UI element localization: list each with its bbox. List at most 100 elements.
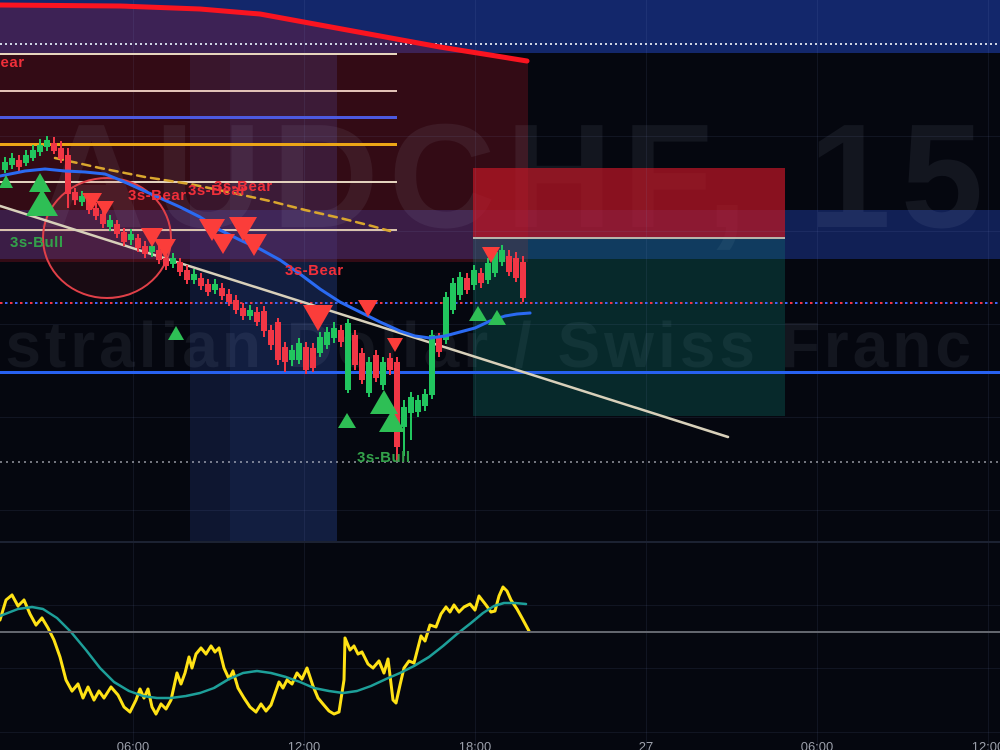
candle-body xyxy=(191,274,197,280)
candle-body xyxy=(254,312,260,322)
candle-body xyxy=(177,262,183,272)
candle-body xyxy=(37,145,43,152)
grid-hline xyxy=(0,417,1000,418)
ellipse-drawing[interactable] xyxy=(42,177,172,299)
oscillator-fast-line xyxy=(0,585,531,716)
buy-triangle-icon xyxy=(469,305,487,321)
candle-body xyxy=(247,310,253,316)
candle-body xyxy=(478,273,484,283)
candle-body xyxy=(373,355,379,378)
level-line[interactable] xyxy=(0,116,397,119)
signal-label-bear: 3s-Bear xyxy=(285,262,344,279)
candle-body xyxy=(2,162,8,170)
candle-body xyxy=(310,348,316,368)
candle-body xyxy=(163,258,169,266)
grid-hline xyxy=(0,136,1000,137)
grid-vline xyxy=(133,0,134,750)
buy-triangle-icon xyxy=(338,412,356,428)
candle-body xyxy=(443,297,449,340)
level-line[interactable] xyxy=(0,181,397,183)
time-axis-label: 12:00 xyxy=(287,739,321,750)
candle-body xyxy=(135,238,141,248)
candle-body xyxy=(380,362,386,385)
time-axis-label: 12:00 xyxy=(971,739,1000,750)
candle-body xyxy=(9,158,15,165)
candle-body xyxy=(499,250,505,262)
candle-wick xyxy=(410,392,412,440)
current-price-line[interactable] xyxy=(0,302,1000,304)
candle-body xyxy=(170,258,176,264)
candle-body xyxy=(233,300,239,310)
support-line-blue[interactable] xyxy=(0,371,1000,374)
candle-body xyxy=(30,150,36,158)
pane-divider[interactable] xyxy=(0,541,1000,543)
candle-body xyxy=(415,400,421,412)
buy-triangle-icon xyxy=(379,410,405,432)
grid-hline xyxy=(0,324,1000,325)
oscillator-zero-line xyxy=(0,631,1000,633)
time-axis-label: 18:00 xyxy=(458,739,492,750)
level-line[interactable] xyxy=(0,143,397,146)
signal-label-bear: 3s-Bear xyxy=(214,178,273,195)
dotted-level-line[interactable] xyxy=(0,461,1000,463)
candle-body xyxy=(142,246,148,254)
level-line[interactable] xyxy=(0,90,397,92)
time-axis-label: 27 xyxy=(638,739,654,750)
entry-price-line[interactable] xyxy=(473,237,785,239)
candle-body xyxy=(198,278,204,286)
candle-body xyxy=(282,347,288,362)
grid-vline xyxy=(817,0,818,750)
signal-label-bear: 3s-Bear xyxy=(0,54,25,71)
candle-body xyxy=(457,277,463,295)
candle-body xyxy=(23,155,29,163)
sell-triangle-icon xyxy=(358,299,378,317)
candle-body xyxy=(506,256,512,272)
dotted-alert-line[interactable] xyxy=(0,43,1000,45)
candle-body xyxy=(429,335,435,395)
sell-triangle-icon xyxy=(96,200,114,216)
blue-ma-line xyxy=(0,167,532,340)
oscillator-slow-line xyxy=(0,601,528,700)
candle-body xyxy=(149,246,155,252)
candle-body xyxy=(226,294,232,302)
buy-triangle-icon xyxy=(488,309,506,325)
candle-body xyxy=(205,284,211,292)
candle-body xyxy=(408,397,414,413)
trend-line xyxy=(0,204,730,439)
risk-box[interactable] xyxy=(473,168,785,238)
candle-body xyxy=(513,258,519,278)
candle-body xyxy=(72,192,78,200)
grid-vline xyxy=(304,0,305,750)
candle-body xyxy=(240,308,246,316)
signal-label-bear: 3s-Bear xyxy=(128,187,187,204)
candle-body xyxy=(352,335,358,365)
candle-body xyxy=(359,353,365,380)
time-axis-label: 06:00 xyxy=(116,739,150,750)
candle-body xyxy=(366,362,372,393)
candle-body xyxy=(121,232,127,242)
candle-body xyxy=(422,394,428,406)
buy-triangle-icon xyxy=(26,188,58,216)
candle-body xyxy=(51,143,57,151)
candle-body xyxy=(324,332,330,345)
grid-vline xyxy=(646,0,647,750)
candle-body xyxy=(275,322,281,360)
level-line[interactable] xyxy=(0,229,397,231)
candle-body xyxy=(387,358,393,370)
grid-vline xyxy=(475,0,476,750)
level-line[interactable] xyxy=(0,53,397,55)
candle-body xyxy=(114,224,120,234)
candle-body xyxy=(219,288,225,296)
candle-body xyxy=(450,283,456,310)
candle-body xyxy=(212,284,218,290)
buy-triangle-icon xyxy=(0,174,13,188)
signal-label-bull: 3s-Bull xyxy=(10,234,64,251)
